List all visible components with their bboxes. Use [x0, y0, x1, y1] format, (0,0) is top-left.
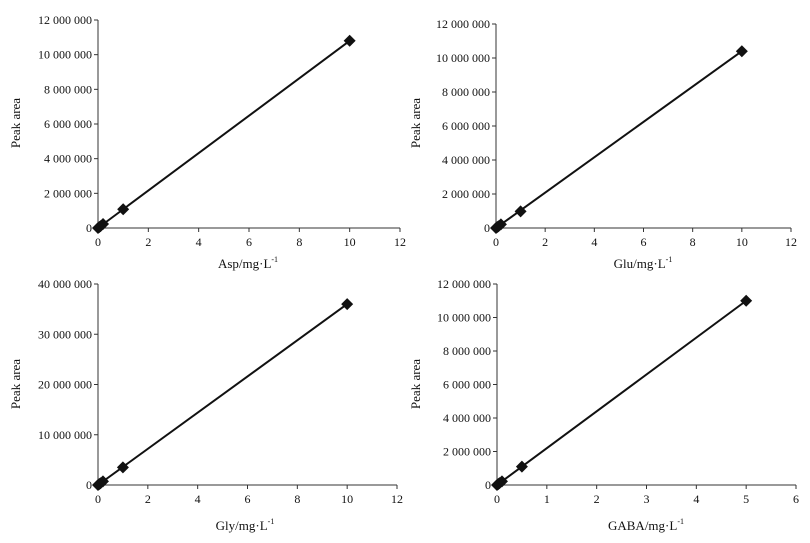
trend-line — [495, 50, 743, 229]
y-tick-label: 8 000 000 — [443, 344, 491, 358]
x-tick-label: 5 — [743, 492, 749, 506]
y-tick-label: 20 000 000 — [38, 378, 92, 392]
trend-line — [97, 303, 348, 486]
data-point — [96, 475, 109, 488]
x-tick-label: 12 — [391, 492, 403, 506]
data-point — [343, 34, 356, 47]
data-point — [97, 218, 110, 231]
y-tick-label: 6 000 000 — [443, 378, 491, 392]
y-tick-label: 4 000 000 — [44, 152, 92, 166]
x-tick-label: 10 — [736, 235, 748, 249]
y-tick-label: 2 000 000 — [442, 187, 490, 201]
x-axis-title: Glu/mg·L-1 — [614, 255, 673, 271]
x-tick-label: 8 — [294, 492, 300, 506]
y-tick-label: 8 000 000 — [442, 85, 490, 99]
x-tick-label: 2 — [145, 492, 151, 506]
y-tick-label: 10 000 000 — [437, 311, 491, 325]
x-tick-label: 12 — [785, 235, 797, 249]
x-tick-label: 10 — [344, 235, 356, 249]
y-tick-label: 0 — [485, 478, 491, 492]
y-axis-title: Peak area — [8, 98, 23, 148]
data-point — [494, 218, 507, 231]
x-axis-title: GABA/mg·L-1 — [608, 517, 684, 533]
x-tick-label: 1 — [544, 492, 550, 506]
x-tick-label: 0 — [95, 492, 101, 506]
x-tick-label: 4 — [591, 235, 597, 249]
x-tick-label: 0 — [493, 235, 499, 249]
x-tick-label: 6 — [793, 492, 799, 506]
data-point — [740, 294, 753, 307]
x-axis-title: Gly/mg·L-1 — [216, 517, 275, 533]
y-tick-label: 10 000 000 — [436, 51, 490, 65]
y-tick-label: 6 000 000 — [44, 117, 92, 131]
y-axis-title: Peak area — [8, 359, 23, 409]
chart-gly: Peak area Gly/mg·L-1 0 10 000 000 20 000 0… — [8, 277, 403, 533]
y-tick-label: 10 000 000 — [38, 428, 92, 442]
x-tick-label: 2 — [145, 235, 151, 249]
y-tick-label: 12 000 000 — [38, 13, 92, 27]
y-tick-label: 12 000 000 — [436, 17, 490, 31]
y-tick-label: 30 000 000 — [38, 327, 92, 341]
y-tick-label: 2 000 000 — [44, 186, 92, 200]
y-tick-label: 4 000 000 — [443, 411, 491, 425]
y-tick-label: 6 000 000 — [442, 119, 490, 133]
data-point — [515, 460, 528, 473]
x-tick-label: 6 — [641, 235, 647, 249]
trend-line — [97, 39, 351, 229]
y-tick-label: 2 000 000 — [443, 445, 491, 459]
x-tick-label: 3 — [644, 492, 650, 506]
x-tick-label: 6 — [246, 235, 252, 249]
x-tick-label: 10 — [341, 492, 353, 506]
x-tick-label: 12 — [394, 235, 406, 249]
x-tick-label: 4 — [693, 492, 699, 506]
trend-line — [496, 299, 747, 486]
y-axis-title: Peak area — [408, 359, 423, 409]
y-axis-title: Peak area — [408, 98, 423, 148]
y-tick-label: 8 000 000 — [44, 82, 92, 96]
y-tick-label: 0 — [484, 221, 490, 235]
y-tick-label: 10 000 000 — [38, 48, 92, 62]
data-point — [514, 205, 527, 218]
x-tick-label: 8 — [690, 235, 696, 249]
y-tick-label: 0 — [86, 478, 92, 492]
y-tick-label: 4 000 000 — [442, 153, 490, 167]
data-point — [495, 475, 508, 488]
x-tick-label: 0 — [494, 492, 500, 506]
data-point — [735, 45, 748, 58]
data-point — [117, 203, 130, 216]
x-tick-label: 4 — [195, 492, 201, 506]
chart-gaba: Peak area GABA/mg·L-1 0 2 000 000 4 000 00… — [408, 277, 799, 533]
x-tick-label: 2 — [594, 492, 600, 506]
x-tick-label: 6 — [245, 492, 251, 506]
x-axis-title: Asp/mg·L-1 — [218, 255, 278, 271]
y-tick-label: 0 — [86, 221, 92, 235]
x-tick-label: 0 — [95, 235, 101, 249]
x-tick-label: 4 — [196, 235, 202, 249]
y-tick-label: 40 000 000 — [38, 277, 92, 291]
y-tick-label: 12 000 000 — [437, 277, 491, 291]
chart-glu: Peak area Glu/mg·L-1 0 2 000 000 4 000 000… — [408, 17, 797, 271]
x-tick-label: 8 — [296, 235, 302, 249]
data-point — [116, 461, 129, 474]
data-point — [341, 298, 354, 311]
x-tick-label: 2 — [542, 235, 548, 249]
chart-asp: Peak area Asp/mg·L-1 0 2 000 000 4 000 000… — [8, 13, 406, 271]
